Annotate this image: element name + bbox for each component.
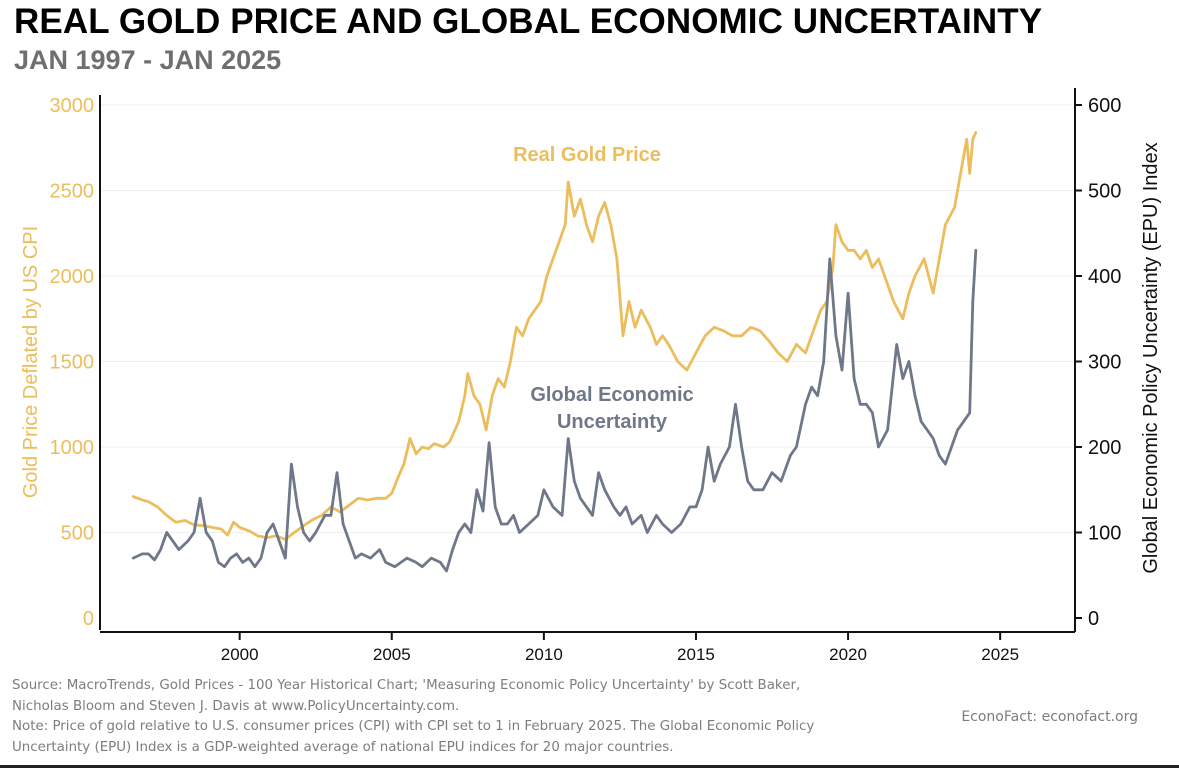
x-tick-label: 2000	[221, 645, 259, 664]
epu-series-label-line1: Global Economic	[530, 384, 693, 406]
left-tick-label: 0	[83, 608, 94, 630]
chart-title: REAL GOLD PRICE AND GLOBAL ECONOMIC UNCE…	[14, 2, 1043, 41]
right-tick-label: 100	[1088, 523, 1121, 545]
chart-subtitle: JAN 1997 - JAN 2025	[14, 45, 282, 75]
left-tick-label: 2000	[50, 266, 95, 288]
gold-price-line	[131, 131, 978, 541]
x-tick-label: 2005	[373, 645, 411, 664]
right-tick-label: 400	[1088, 266, 1121, 288]
left-tick-label: 2500	[50, 181, 95, 203]
source-note: Source: MacroTrends, Gold Prices - 100 Y…	[12, 676, 912, 758]
left-tick-label: 500	[61, 523, 94, 545]
gold-epu-line-chart: 0 500 1000 1500 2000 2500 3000 0 100 200 300 400 500…	[20, 88, 1162, 664]
right-axis-title: Global Economic Policy Uncertainty (EPU)…	[1140, 142, 1162, 573]
note-line: Note: Price of gold relative to U.S. con…	[12, 719, 815, 734]
right-tick-label: 200	[1088, 437, 1121, 459]
x-tick-label: 2010	[525, 645, 563, 664]
left-tick-label: 1000	[50, 437, 95, 459]
left-tick-label: 3000	[50, 95, 95, 117]
epu-series-label-line2: Uncertainty	[557, 411, 668, 433]
x-tick-label: 2020	[829, 645, 867, 664]
right-tick-label: 500	[1088, 181, 1121, 203]
left-tick-label: 1500	[50, 352, 95, 374]
right-tick-label: 0	[1088, 608, 1099, 630]
epu-index-line	[131, 249, 978, 573]
econofact-credit: EconoFact: econofact.org	[961, 709, 1138, 725]
x-tick-label: 2025	[981, 645, 1019, 664]
note-line: Uncertainty (EPU) Index is a GDP-weighte…	[12, 739, 674, 755]
source-line: Nicholas Bloom and Steven J. Davis at ww…	[12, 698, 460, 714]
right-tick-label: 300	[1088, 352, 1121, 374]
right-tick-label: 600	[1088, 95, 1121, 117]
bottom-rule	[0, 765, 1179, 768]
gold-series-label: Real Gold Price	[513, 144, 661, 166]
source-line: Source: MacroTrends, Gold Prices - 100 Y…	[12, 678, 801, 693]
x-tick-label: 2015	[677, 645, 715, 664]
left-axis-title: Gold Price Deflated by US CPI	[20, 226, 42, 498]
